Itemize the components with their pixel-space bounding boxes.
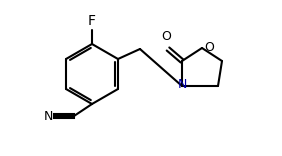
Text: F: F [88, 14, 96, 28]
Text: N: N [177, 78, 187, 91]
Text: O: O [161, 30, 171, 43]
Text: N: N [44, 110, 53, 122]
Text: O: O [204, 41, 214, 54]
